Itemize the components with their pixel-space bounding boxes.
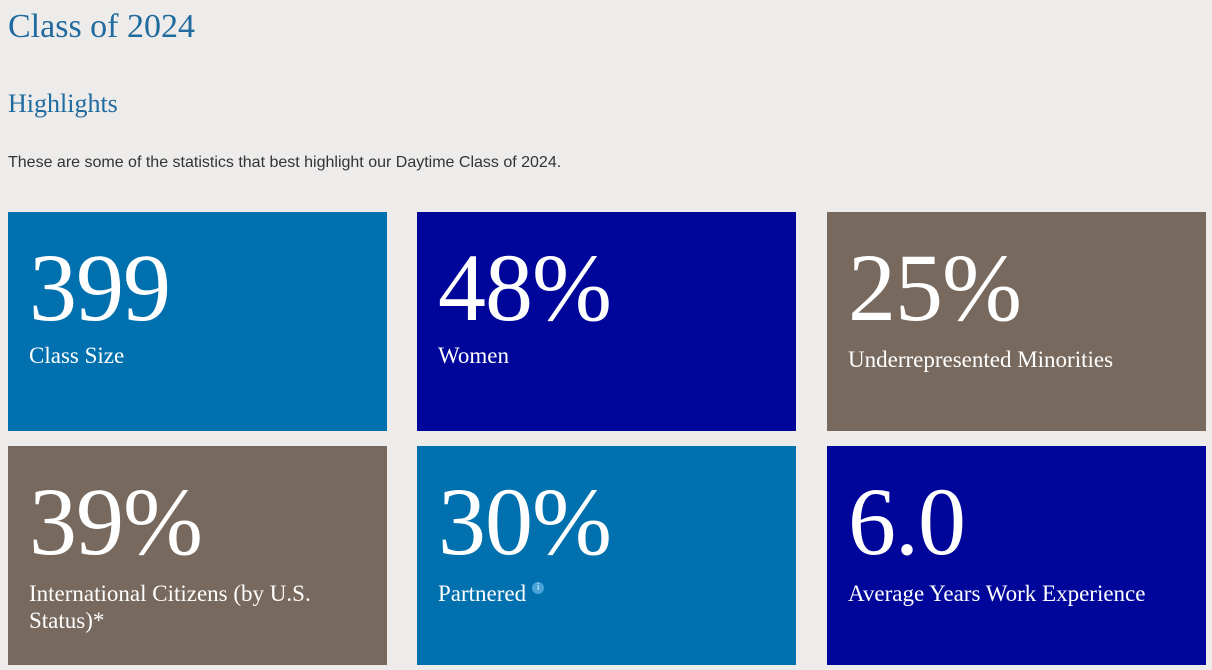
stat-label: International Citizens (by U.S. Status)* bbox=[29, 581, 311, 633]
stat-label: Class Size bbox=[29, 343, 125, 368]
stat-card-partnered: 30% Partnered i bbox=[417, 446, 796, 665]
intro-text: These are some of the statistics that be… bbox=[8, 154, 562, 171]
stat-card-class-size: 399 Class Size bbox=[8, 212, 387, 431]
stat-value: 39% bbox=[29, 468, 203, 575]
info-icon[interactable]: i bbox=[532, 582, 545, 594]
stat-value: 399 bbox=[29, 234, 171, 341]
stat-value: 30% bbox=[438, 468, 612, 575]
stat-value: 25% bbox=[848, 234, 1022, 341]
stat-value: 6.0 bbox=[848, 468, 966, 575]
stat-card-average-work-experience: 6.0 Average Years Work Experience bbox=[827, 446, 1206, 665]
stat-label: Women bbox=[438, 343, 509, 368]
stat-card-international-citizens: 39% International Citizens (by U.S. Stat… bbox=[8, 446, 387, 665]
page-title: Class of 2024 bbox=[8, 8, 195, 45]
stat-card-underrepresented-minorities: 25% Underrepresented Minorities bbox=[827, 212, 1206, 431]
stat-label-wrapper: Partnered i bbox=[438, 580, 738, 607]
stat-card-women: 48% Women bbox=[417, 212, 796, 431]
section-title-highlights: Highlights bbox=[8, 89, 118, 118]
stat-value: 48% bbox=[438, 234, 612, 341]
stat-label: Underrepresented Minorities bbox=[848, 347, 1114, 372]
stat-label: Average Years Work Experience bbox=[848, 581, 1146, 606]
stat-label: Partnered bbox=[438, 581, 527, 606]
